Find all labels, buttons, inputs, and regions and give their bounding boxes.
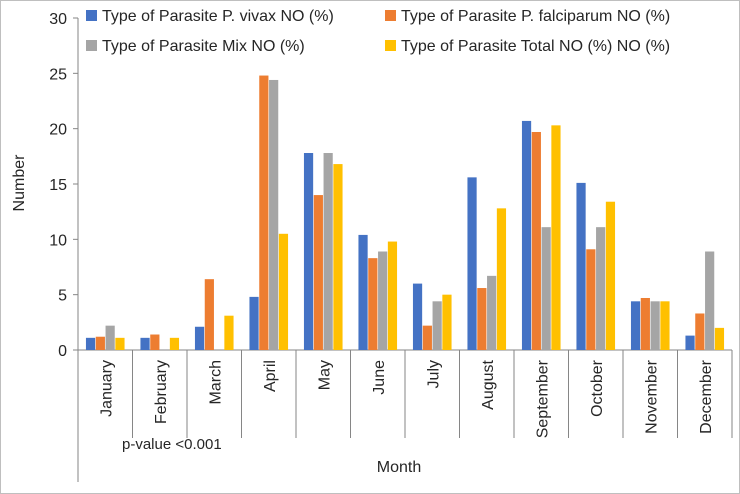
bar — [204, 279, 214, 350]
bar — [714, 327, 725, 350]
legend-swatch — [86, 40, 97, 51]
bars — [85, 75, 725, 351]
bar — [630, 301, 641, 350]
legend-label: Type of Parasite Total NO (%) NO (%) — [401, 38, 670, 55]
x-tick-label: January — [98, 360, 115, 417]
bar — [605, 201, 616, 350]
bar — [576, 182, 586, 350]
x-tick-label: November — [643, 359, 660, 433]
y-tick-label: 10 — [49, 232, 67, 249]
x-tick-label: February — [153, 360, 170, 424]
bar — [467, 177, 477, 350]
bar — [422, 325, 432, 350]
bar — [358, 234, 368, 350]
bar — [705, 251, 715, 350]
bar — [259, 75, 269, 351]
bar — [140, 337, 150, 350]
legend-label: Type of Parasite P. vivax NO (%) — [102, 8, 334, 25]
bar — [487, 275, 497, 350]
x-tick-label: May — [316, 360, 333, 390]
bar — [432, 301, 442, 350]
y-tick-label: 5 — [58, 288, 67, 305]
bar — [115, 337, 125, 350]
y-axis: 0 5 10 15 20 25 30 — [49, 11, 79, 360]
y-tick-label: 30 — [49, 11, 67, 28]
legend-swatch — [385, 10, 396, 21]
y-tick-label: 20 — [49, 122, 67, 139]
bar — [249, 296, 259, 350]
y-axis-title: Number — [11, 154, 28, 212]
bar — [169, 337, 180, 350]
bar — [496, 208, 507, 350]
legend-swatch — [86, 10, 97, 21]
legend: Type of Parasite P. vivax NO (%) Type of … — [86, 8, 670, 55]
bar — [586, 249, 596, 350]
x-tick-label: October — [589, 359, 606, 417]
bar — [477, 288, 487, 350]
bar — [551, 125, 561, 350]
bar — [303, 153, 314, 350]
bar — [194, 326, 205, 350]
x-tick-label: July — [425, 360, 442, 388]
y-tick-label: 15 — [49, 177, 67, 194]
bar — [85, 337, 96, 350]
bar — [387, 241, 398, 350]
bar — [333, 164, 343, 350]
bar — [323, 153, 333, 350]
bar — [521, 120, 532, 350]
legend-swatch — [385, 40, 396, 51]
bar — [95, 336, 105, 350]
bar — [150, 334, 160, 350]
x-tick-label: September — [534, 359, 551, 438]
x-tick-label: April — [262, 360, 279, 392]
p-value-annotation: p-value <0.001 — [122, 436, 222, 453]
bar — [412, 283, 423, 350]
bar — [650, 301, 660, 350]
x-axis-title: Month — [377, 459, 421, 476]
bar — [313, 195, 323, 350]
x-tick-label: March — [207, 360, 224, 404]
bar — [695, 313, 705, 350]
x-tick-label: June — [371, 360, 388, 395]
x-axis: January February March April May June July Augu… — [98, 359, 715, 438]
bar — [541, 227, 551, 350]
bar — [531, 131, 541, 350]
legend-label: Type of Parasite P. falciparum NO (%) — [401, 8, 670, 25]
bar — [105, 325, 115, 350]
x-category-grid — [77, 349, 733, 482]
x-tick-label: August — [480, 359, 497, 409]
bar — [596, 227, 606, 350]
bar — [685, 335, 695, 350]
legend-label: Type of Parasite Mix NO (%) — [102, 38, 305, 55]
bar — [224, 315, 234, 350]
y-tick-label: 25 — [49, 66, 67, 83]
bar — [368, 258, 378, 350]
y-tick-label: 0 — [58, 343, 67, 360]
bar — [660, 301, 670, 350]
bar — [640, 297, 650, 350]
bar — [378, 251, 388, 350]
bar — [278, 233, 289, 350]
x-tick-label: December — [698, 359, 715, 433]
bar — [269, 79, 279, 350]
bar — [442, 294, 452, 350]
